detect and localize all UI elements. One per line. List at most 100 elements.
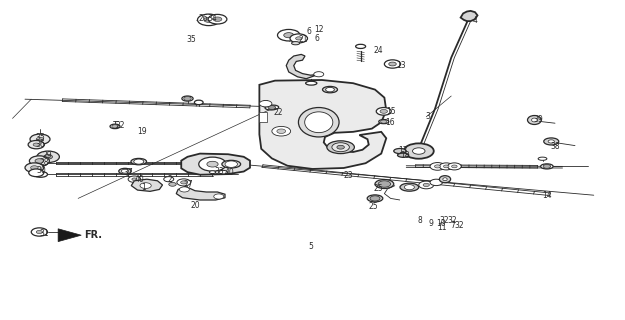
Text: 27: 27 [184,180,193,189]
Ellipse shape [305,112,332,132]
Text: 25: 25 [369,202,378,211]
Ellipse shape [222,160,241,168]
Circle shape [381,120,387,123]
Circle shape [128,176,141,182]
Circle shape [169,182,176,186]
Text: 35: 35 [36,133,46,142]
Ellipse shape [219,170,228,174]
Circle shape [314,72,324,77]
Circle shape [378,181,391,187]
Circle shape [31,228,48,236]
Text: 18: 18 [401,151,410,160]
Circle shape [430,179,442,186]
Ellipse shape [327,141,354,154]
Circle shape [380,109,388,113]
Ellipse shape [209,171,216,173]
Polygon shape [259,80,386,169]
Circle shape [296,37,302,40]
Circle shape [259,100,272,107]
Ellipse shape [299,108,339,137]
Text: 32: 32 [454,221,464,230]
Ellipse shape [541,164,553,169]
Polygon shape [286,54,319,79]
Text: 23: 23 [343,172,352,180]
Circle shape [36,230,42,234]
Circle shape [326,87,334,92]
Text: 40: 40 [134,175,144,184]
Text: 39: 39 [533,115,543,124]
Text: 32: 32 [448,216,457,225]
Circle shape [284,33,294,38]
Circle shape [181,181,187,184]
Text: 10: 10 [436,219,446,228]
Circle shape [164,177,174,182]
Circle shape [35,159,44,163]
Circle shape [179,187,189,192]
Circle shape [132,178,137,180]
Circle shape [384,60,401,68]
Ellipse shape [356,44,366,48]
Text: 6: 6 [306,28,311,36]
Circle shape [177,179,191,186]
Text: 12: 12 [314,25,323,34]
Text: 21: 21 [299,35,308,44]
Ellipse shape [332,143,349,152]
Text: 30: 30 [36,166,46,175]
Ellipse shape [368,195,382,202]
Circle shape [29,156,49,166]
Ellipse shape [34,172,48,177]
Circle shape [198,14,220,26]
Ellipse shape [265,105,279,110]
Text: 31: 31 [39,229,49,238]
Circle shape [29,169,44,177]
Text: 19: 19 [138,127,147,136]
Ellipse shape [34,160,48,166]
Circle shape [404,185,414,190]
Ellipse shape [322,86,338,93]
Circle shape [268,106,276,109]
Text: 22: 22 [115,121,124,130]
Ellipse shape [375,180,394,188]
Circle shape [278,29,300,41]
Text: 36: 36 [36,140,46,149]
Polygon shape [131,179,162,191]
Circle shape [134,159,144,164]
Text: 1: 1 [141,183,146,192]
Circle shape [389,62,396,66]
Circle shape [121,169,129,173]
Polygon shape [58,229,81,242]
Polygon shape [176,187,225,200]
Text: 16: 16 [386,118,395,127]
Circle shape [208,14,227,24]
Ellipse shape [131,158,146,165]
Ellipse shape [182,96,193,101]
Ellipse shape [528,116,541,124]
Circle shape [423,183,429,187]
Circle shape [31,166,38,170]
Circle shape [452,165,457,168]
Text: 4: 4 [472,16,478,25]
Ellipse shape [194,100,203,105]
Circle shape [37,151,59,163]
Ellipse shape [337,145,344,149]
Polygon shape [461,11,478,21]
Circle shape [272,126,291,136]
Text: 7: 7 [450,221,455,230]
Circle shape [140,183,151,188]
Ellipse shape [110,124,120,129]
Circle shape [25,163,44,172]
Circle shape [419,181,434,189]
Text: 26: 26 [199,14,208,23]
Polygon shape [259,112,267,122]
Circle shape [439,163,453,170]
Circle shape [370,196,380,201]
Circle shape [213,17,222,21]
Circle shape [448,163,461,170]
Text: 5: 5 [308,242,313,251]
Text: 25: 25 [374,184,383,193]
Text: 17: 17 [398,146,408,155]
Circle shape [290,34,308,43]
Ellipse shape [548,140,554,143]
Text: 28: 28 [39,158,49,167]
Ellipse shape [531,118,538,122]
